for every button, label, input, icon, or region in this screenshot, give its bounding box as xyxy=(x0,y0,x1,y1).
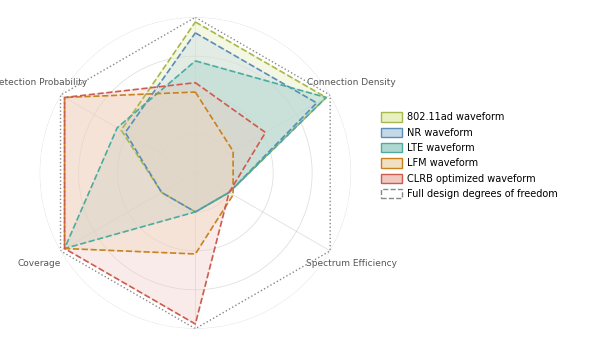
Polygon shape xyxy=(65,83,265,324)
Polygon shape xyxy=(121,22,326,212)
Polygon shape xyxy=(126,33,317,212)
Polygon shape xyxy=(65,61,326,248)
Polygon shape xyxy=(65,92,233,254)
Legend: 802.11ad waveform, NR waveform, LTE waveform, LFM waveform, CLRB optimized wavef: 802.11ad waveform, NR waveform, LTE wave… xyxy=(378,109,561,202)
